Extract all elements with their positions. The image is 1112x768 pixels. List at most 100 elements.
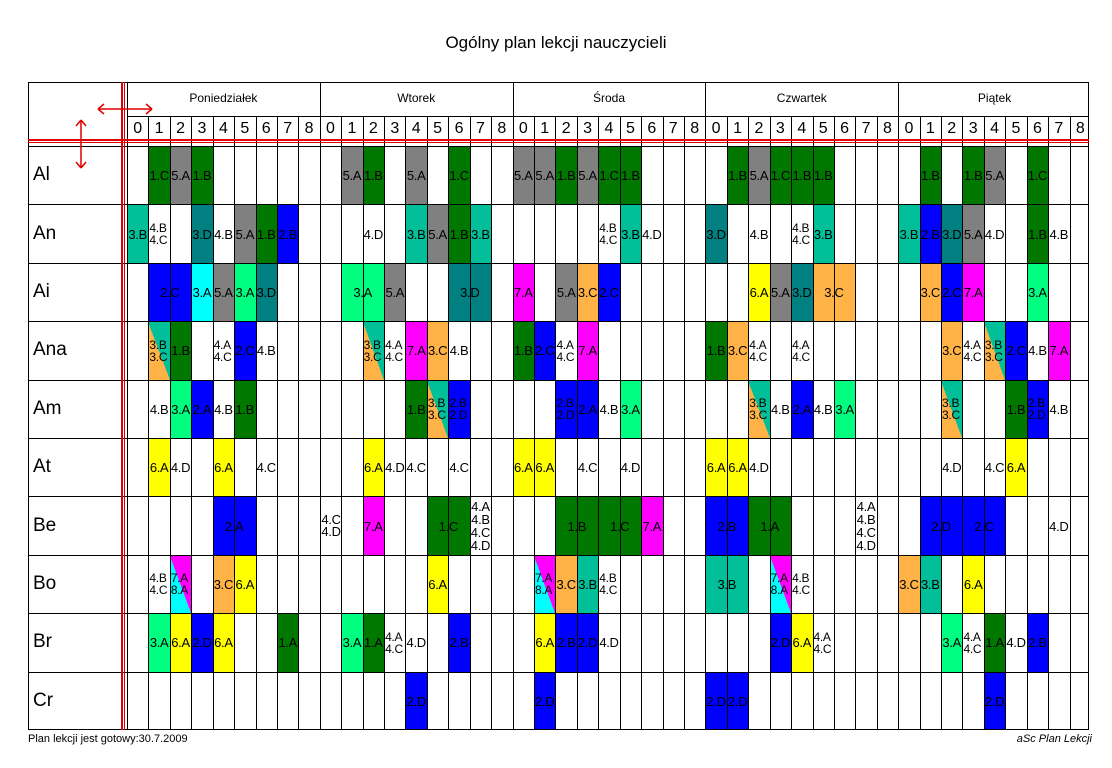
lesson-cell[interactable]: 3.B [469, 205, 492, 263]
lesson-cell[interactable]: 2.B [1026, 614, 1049, 672]
lesson-cell[interactable]: 4.B [213, 205, 234, 262]
lesson-cell[interactable]: 4.B [598, 381, 619, 438]
lesson-cell[interactable]: 4.D [1005, 614, 1026, 671]
lesson-cell[interactable]: 1.B [962, 147, 984, 205]
lesson-cell[interactable]: 6.A [726, 439, 749, 497]
lesson-cell[interactable]: 4.D [170, 439, 191, 496]
lesson-cell[interactable]: 2.B 2.D [1026, 380, 1049, 438]
lesson-cell[interactable]: 6.A [705, 439, 727, 497]
lesson-cell[interactable]: 4.A 4.C [813, 614, 834, 671]
lesson-cell[interactable]: 1.B [555, 147, 577, 205]
lesson-cell[interactable]: 1.B [1005, 380, 1027, 438]
lesson-cell[interactable]: 3.C [919, 263, 942, 322]
lesson-cell[interactable]: 4.B [448, 322, 469, 379]
lesson-cell[interactable]: 2.B 2.D [448, 380, 470, 438]
lesson-cell[interactable]: 1.B [919, 147, 942, 205]
lesson-cell[interactable]: 6.A [212, 614, 235, 672]
lesson-cell[interactable]: 1.B [169, 322, 192, 380]
lesson-cell[interactable]: 5.A [748, 147, 770, 205]
lesson-cell[interactable]: 1.B [705, 322, 727, 380]
lesson-cell[interactable]: 5.A [384, 263, 406, 322]
lesson-cell[interactable]: 2.C [941, 263, 963, 322]
lesson-cell[interactable]: 5.A [983, 147, 1006, 205]
lesson-cell[interactable]: 3.C [726, 322, 749, 380]
lesson-cell[interactable]: 2.D [534, 672, 556, 730]
lesson-cell[interactable]: 3.D [191, 205, 213, 263]
lesson-cell[interactable]: 7.A 8.A [534, 555, 556, 614]
lesson-cell[interactable]: 4.D [1048, 497, 1069, 554]
lesson-cell[interactable]: 3.B 3.C [983, 322, 1006, 380]
lesson-cell[interactable]: 3.B [919, 555, 942, 614]
lesson-cell[interactable]: 4.D [363, 205, 384, 262]
lesson-cell[interactable]: 3.B [619, 205, 642, 263]
lesson-cell[interactable]: 2.B [919, 205, 942, 263]
lesson-cell[interactable]: 1.B [791, 147, 813, 205]
lesson-cell[interactable]: 1.C [148, 147, 170, 205]
lesson-cell[interactable]: 4.D [598, 614, 619, 671]
lesson-cell[interactable]: 1.B [191, 147, 213, 205]
lesson-cell[interactable]: 7.A 8.A [169, 555, 192, 614]
lesson-cell[interactable]: 1.B [812, 147, 834, 205]
lesson-cell[interactable]: 4.D [984, 205, 1005, 262]
lesson-cell[interactable]: 3.B [576, 555, 599, 614]
lesson-cell[interactable]: 3.B 3.C [748, 380, 770, 438]
lesson-cell[interactable]: 1.C [769, 147, 792, 205]
lesson-cell[interactable]: 4.B 4.C [791, 205, 812, 262]
lesson-cell[interactable]: 1.C [1026, 147, 1049, 205]
lesson-cell[interactable]: 7.A [405, 322, 427, 380]
lesson-cell[interactable]: 6.A [534, 439, 556, 497]
lesson-cell[interactable]: 5.A [962, 205, 984, 263]
lesson-cell[interactable]: 4.A 4.C [384, 322, 405, 379]
lesson-cell[interactable]: 7.A [362, 497, 385, 555]
lesson-cell[interactable]: 3.B 3.C [426, 380, 449, 438]
lesson-cell[interactable]: 1.B [448, 205, 470, 263]
lesson-cell[interactable]: 5.A [555, 263, 577, 322]
lesson-cell[interactable]: 4.B [256, 322, 277, 379]
lesson-cell[interactable]: 3.D [941, 205, 963, 263]
lesson-cell[interactable]: 3.C [426, 322, 449, 380]
lesson-cell[interactable]: 3.C [576, 263, 599, 322]
lesson-cell[interactable]: 6.A [512, 439, 535, 497]
lesson-cell[interactable]: 7.A [576, 322, 599, 380]
lesson-cell[interactable]: 6.A [234, 555, 256, 614]
lesson-cell[interactable]: 4.B [213, 381, 234, 438]
lesson-cell[interactable]: 3.B [812, 205, 834, 263]
lesson-cell[interactable]: 2.C [534, 322, 556, 380]
lesson-cell[interactable]: 4.B 4.C [791, 556, 812, 613]
lesson-cell[interactable]: 6.A [169, 614, 192, 672]
lesson-cell[interactable]: 1.C [598, 147, 620, 205]
lesson-cell[interactable]: 3.B 3.C [941, 380, 963, 438]
lesson-cell[interactable]: 6.A [148, 439, 170, 497]
lesson-cell[interactable]: 4.C [984, 439, 1005, 496]
lesson-cell[interactable]: 4.D [941, 439, 962, 496]
lesson-cell[interactable]: 4.C 4.D [320, 497, 341, 554]
lesson-cell[interactable]: 1.B [726, 147, 749, 205]
lesson-cell[interactable]: 2.B [276, 205, 299, 263]
lesson-cell[interactable]: 3.A [1026, 263, 1049, 322]
lesson-cell[interactable]: 4.B [1027, 322, 1048, 379]
lesson-cell[interactable]: 4.A 4.C [748, 322, 769, 379]
lesson-cell[interactable]: 3.A [169, 380, 192, 438]
lesson-cell[interactable]: 4.C [256, 439, 277, 496]
lesson-cell[interactable]: 6.A [1005, 439, 1027, 497]
lesson-cell[interactable]: 4.B 4.C [598, 556, 619, 613]
lesson-cell[interactable]: 4.A 4.C [384, 614, 405, 671]
lesson-cell[interactable]: 3.C [212, 555, 235, 614]
lesson-cell[interactable]: 3.A [833, 380, 856, 438]
lesson-cell[interactable]: 1.B [512, 322, 535, 380]
lesson-cell[interactable]: 3.A [941, 614, 963, 672]
lesson-cell[interactable]: 4.A 4.C [555, 322, 576, 379]
lesson-cell[interactable]: 4.C [448, 439, 469, 496]
lesson-cell[interactable]: 3.B 3.C [148, 322, 170, 380]
lesson-cell[interactable]: 4.D [748, 439, 769, 496]
lesson-cell[interactable]: 1.A [983, 614, 1006, 672]
lesson-cell[interactable]: 5.A [534, 147, 556, 205]
lesson-cell[interactable]: 4.A 4.C [962, 322, 983, 379]
lesson-cell[interactable]: 2.D [191, 614, 213, 672]
lesson-cell[interactable]: 5.A [769, 263, 792, 322]
lesson-cell[interactable]: 2.D [726, 672, 749, 730]
lesson-cell[interactable]: 3.D [791, 263, 813, 322]
lesson-cell[interactable]: 5.A [234, 205, 256, 263]
lesson-cell[interactable]: 1.B [619, 147, 642, 205]
lesson-cell[interactable]: 2.C [598, 263, 620, 322]
